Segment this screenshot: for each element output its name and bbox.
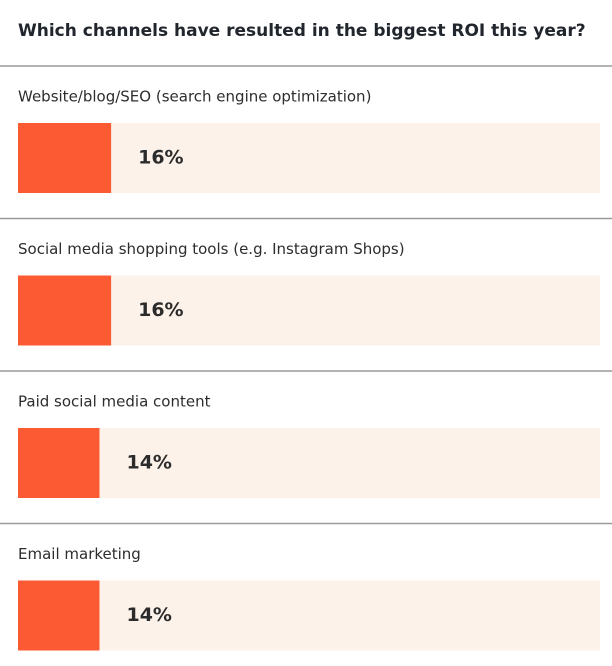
bar-track — [18, 123, 600, 193]
bar — [18, 275, 112, 346]
category-label: Website/blog/SEO (search engine optimiza… — [18, 88, 371, 106]
bar — [18, 580, 100, 651]
value-label: 14% — [126, 604, 171, 626]
category-label: Paid social media content — [18, 393, 211, 411]
bar — [18, 123, 112, 193]
bar-track — [18, 428, 600, 498]
value-label: 16% — [138, 299, 183, 321]
bar — [18, 428, 100, 498]
category-label: Email marketing — [18, 545, 141, 563]
value-label: 14% — [126, 452, 171, 474]
bar-track — [18, 580, 600, 651]
value-label: 16% — [138, 147, 183, 169]
category-label: Social media shopping tools (e.g. Instag… — [18, 240, 405, 258]
chart-title: Which channels have resulted in the bigg… — [18, 21, 586, 41]
bar-track — [18, 275, 600, 346]
